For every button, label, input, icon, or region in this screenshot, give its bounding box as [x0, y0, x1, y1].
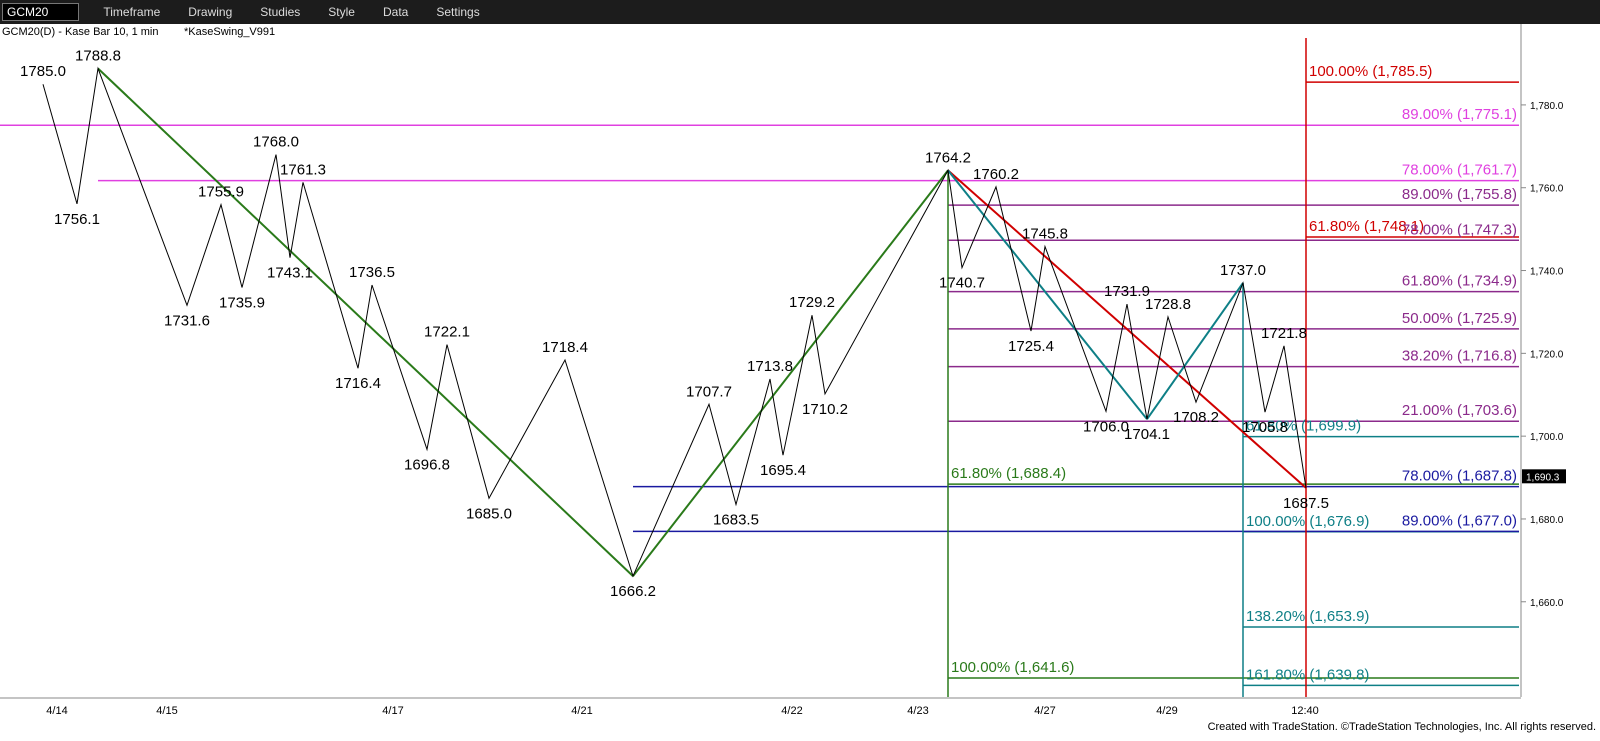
last-price-label: 1,690.3 — [1526, 472, 1560, 483]
chart-title: GCM20(D) - Kase Bar 10, 1 min — [2, 26, 159, 38]
y-tick-label: 1,680.0 — [1530, 515, 1564, 526]
swing-label: 1736.5 — [349, 264, 395, 281]
swing-label: 1705.8 — [1242, 419, 1288, 436]
trend-line — [632, 169, 949, 577]
swing-label: 1687.5 — [1283, 495, 1329, 512]
x-tick-label: 12:40 — [1291, 705, 1319, 717]
chart: GCM20(D) - Kase Bar 10, 1 min *KaseSwing… — [0, 24, 1596, 733]
fib-label: 61.80% (1,699.9) — [1246, 418, 1361, 435]
fib-label: 78.00% (1,747.3) — [1402, 221, 1517, 238]
trend-line — [947, 169, 1307, 489]
swing-label: 1755.9 — [198, 184, 244, 201]
last-price-box — [1522, 469, 1566, 484]
swing-label: 1721.8 — [1261, 325, 1307, 342]
fib-label: 78.00% (1,761.7) — [1402, 162, 1517, 179]
y-tick-label: 1,700.0 — [1530, 432, 1564, 443]
y-tick-label: 1,740.0 — [1530, 267, 1564, 278]
toolbar-button[interactable]: Data — [382, 5, 409, 19]
swing-label: 1731.9 — [1104, 283, 1150, 300]
toolbar-button[interactable]: Settings — [436, 5, 480, 19]
swing-label: 1756.1 — [54, 211, 100, 228]
toolbar-button[interactable]: Style — [328, 5, 355, 19]
x-tick-label: 4/15 — [156, 705, 177, 717]
swing-label: 1768.0 — [253, 134, 299, 151]
swing-label: 1685.0 — [466, 505, 512, 522]
x-tick-label: 4/29 — [1156, 705, 1177, 717]
swing-label: 1764.2 — [925, 149, 971, 166]
swing-label: 1737.0 — [1220, 262, 1266, 279]
swing-label: 1708.2 — [1173, 409, 1219, 426]
swing-label: 1696.8 — [404, 456, 450, 473]
y-tick-label: 1,780.0 — [1530, 101, 1564, 112]
fib-label: 100.00% (1,676.9) — [1246, 513, 1369, 530]
swing-label: 1740.7 — [939, 275, 985, 292]
fib-label: 89.00% (1,755.8) — [1402, 186, 1517, 203]
x-tick-label: 4/22 — [781, 705, 802, 717]
swing-label: 1761.3 — [280, 161, 326, 178]
swing-label: 1704.1 — [1124, 426, 1170, 443]
symbol-box[interactable]: GCM20 — [2, 3, 80, 21]
swing-label: 1710.2 — [802, 401, 848, 418]
toolbar-button[interactable]: Studies — [260, 5, 301, 19]
fib-label: 89.00% (1,677.0) — [1402, 512, 1517, 529]
trend-line — [947, 169, 1148, 420]
swing-label: 1683.5 — [713, 511, 759, 528]
trend-line — [1146, 282, 1244, 420]
fib-label: 61.80% (1,748.1) — [1309, 218, 1424, 235]
fib-label: 38.20% (1,716.8) — [1402, 348, 1517, 365]
y-tick-label: 1,720.0 — [1530, 349, 1564, 360]
swing-label: 1785.0 — [20, 63, 66, 80]
x-tick-label: 4/17 — [382, 705, 403, 717]
y-tick-label: 1,660.0 — [1530, 598, 1564, 609]
swing-label: 1718.4 — [542, 339, 588, 356]
swing-label: 1745.8 — [1022, 226, 1068, 243]
swing-label: 1743.1 — [267, 265, 313, 282]
fib-label: 21.00% (1,703.6) — [1402, 402, 1517, 419]
swing-label: 1760.2 — [973, 166, 1019, 183]
fib-label: 61.80% (1,734.9) — [1402, 273, 1517, 290]
toolbar: GCM20 Timeframe Drawing Studies Style Data Se… — [0, 0, 1600, 24]
swing-label: 1713.8 — [747, 358, 793, 375]
fib-label: 161.80% (1,639.8) — [1246, 666, 1369, 683]
x-tick-label: 4/14 — [46, 705, 67, 717]
swing-label: 1722.1 — [424, 324, 470, 341]
footer: Created with TradeStation. ©TradeStation… — [1208, 721, 1596, 733]
fib-label: 50.00% (1,725.9) — [1402, 310, 1517, 327]
y-tick-label: 1,760.0 — [1530, 184, 1564, 195]
swing-label: 1728.8 — [1145, 296, 1191, 313]
toolbar-button[interactable]: Timeframe — [103, 5, 161, 19]
swing-label: 1716.4 — [335, 375, 381, 392]
swing-label: 1695.4 — [760, 462, 806, 479]
swing-label: 1706.0 — [1083, 418, 1129, 435]
swing-label: 1666.2 — [610, 583, 656, 600]
swing-label: 1788.8 — [75, 47, 121, 64]
x-tick-label: 4/23 — [907, 705, 928, 717]
x-tick-label: 4/27 — [1034, 705, 1055, 717]
swing-line — [42, 66, 1307, 578]
fib-label: 89.00% (1,775.1) — [1402, 106, 1517, 123]
swing-label: 1707.7 — [686, 383, 732, 400]
fib-label: 138.20% (1,653.9) — [1246, 608, 1369, 625]
study-name: *KaseSwing_V991 — [184, 26, 275, 38]
swing-label: 1725.4 — [1008, 338, 1054, 355]
fib-label: 61.80% (1,688.4) — [951, 465, 1066, 482]
toolbar-button[interactable]: Drawing — [188, 5, 233, 19]
swing-label: 1731.6 — [164, 312, 210, 329]
fib-label: 100.00% (1,641.6) — [951, 659, 1074, 676]
fib-label: 100.00% (1,785.5) — [1309, 63, 1432, 80]
fib-label: 78.00% (1,687.8) — [1402, 468, 1517, 485]
swing-label: 1729.2 — [789, 294, 835, 311]
swing-label: 1735.9 — [219, 295, 265, 312]
x-tick-label: 4/21 — [571, 705, 592, 717]
